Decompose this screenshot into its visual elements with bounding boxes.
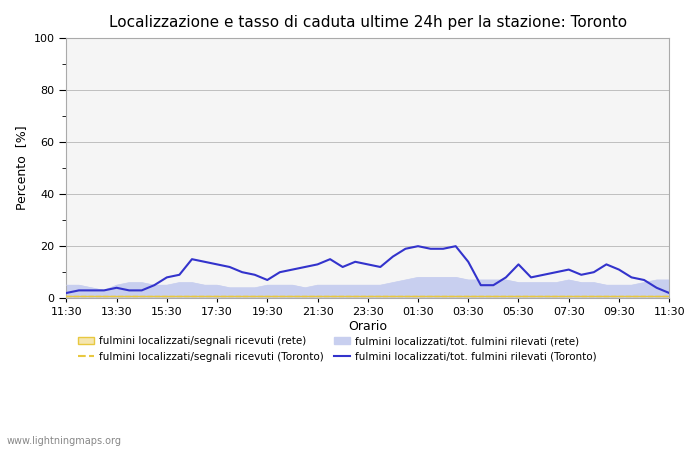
Legend: fulmini localizzati/segnali ricevuti (rete), fulmini localizzati/segnali ricevut: fulmini localizzati/segnali ricevuti (re… <box>74 332 601 366</box>
X-axis label: Orario: Orario <box>349 320 387 333</box>
Text: www.lightningmaps.org: www.lightningmaps.org <box>7 436 122 446</box>
Title: Localizzazione e tasso di caduta ultime 24h per la stazione: Toronto: Localizzazione e tasso di caduta ultime … <box>108 15 626 30</box>
Y-axis label: Percento  [%]: Percento [%] <box>15 126 28 211</box>
